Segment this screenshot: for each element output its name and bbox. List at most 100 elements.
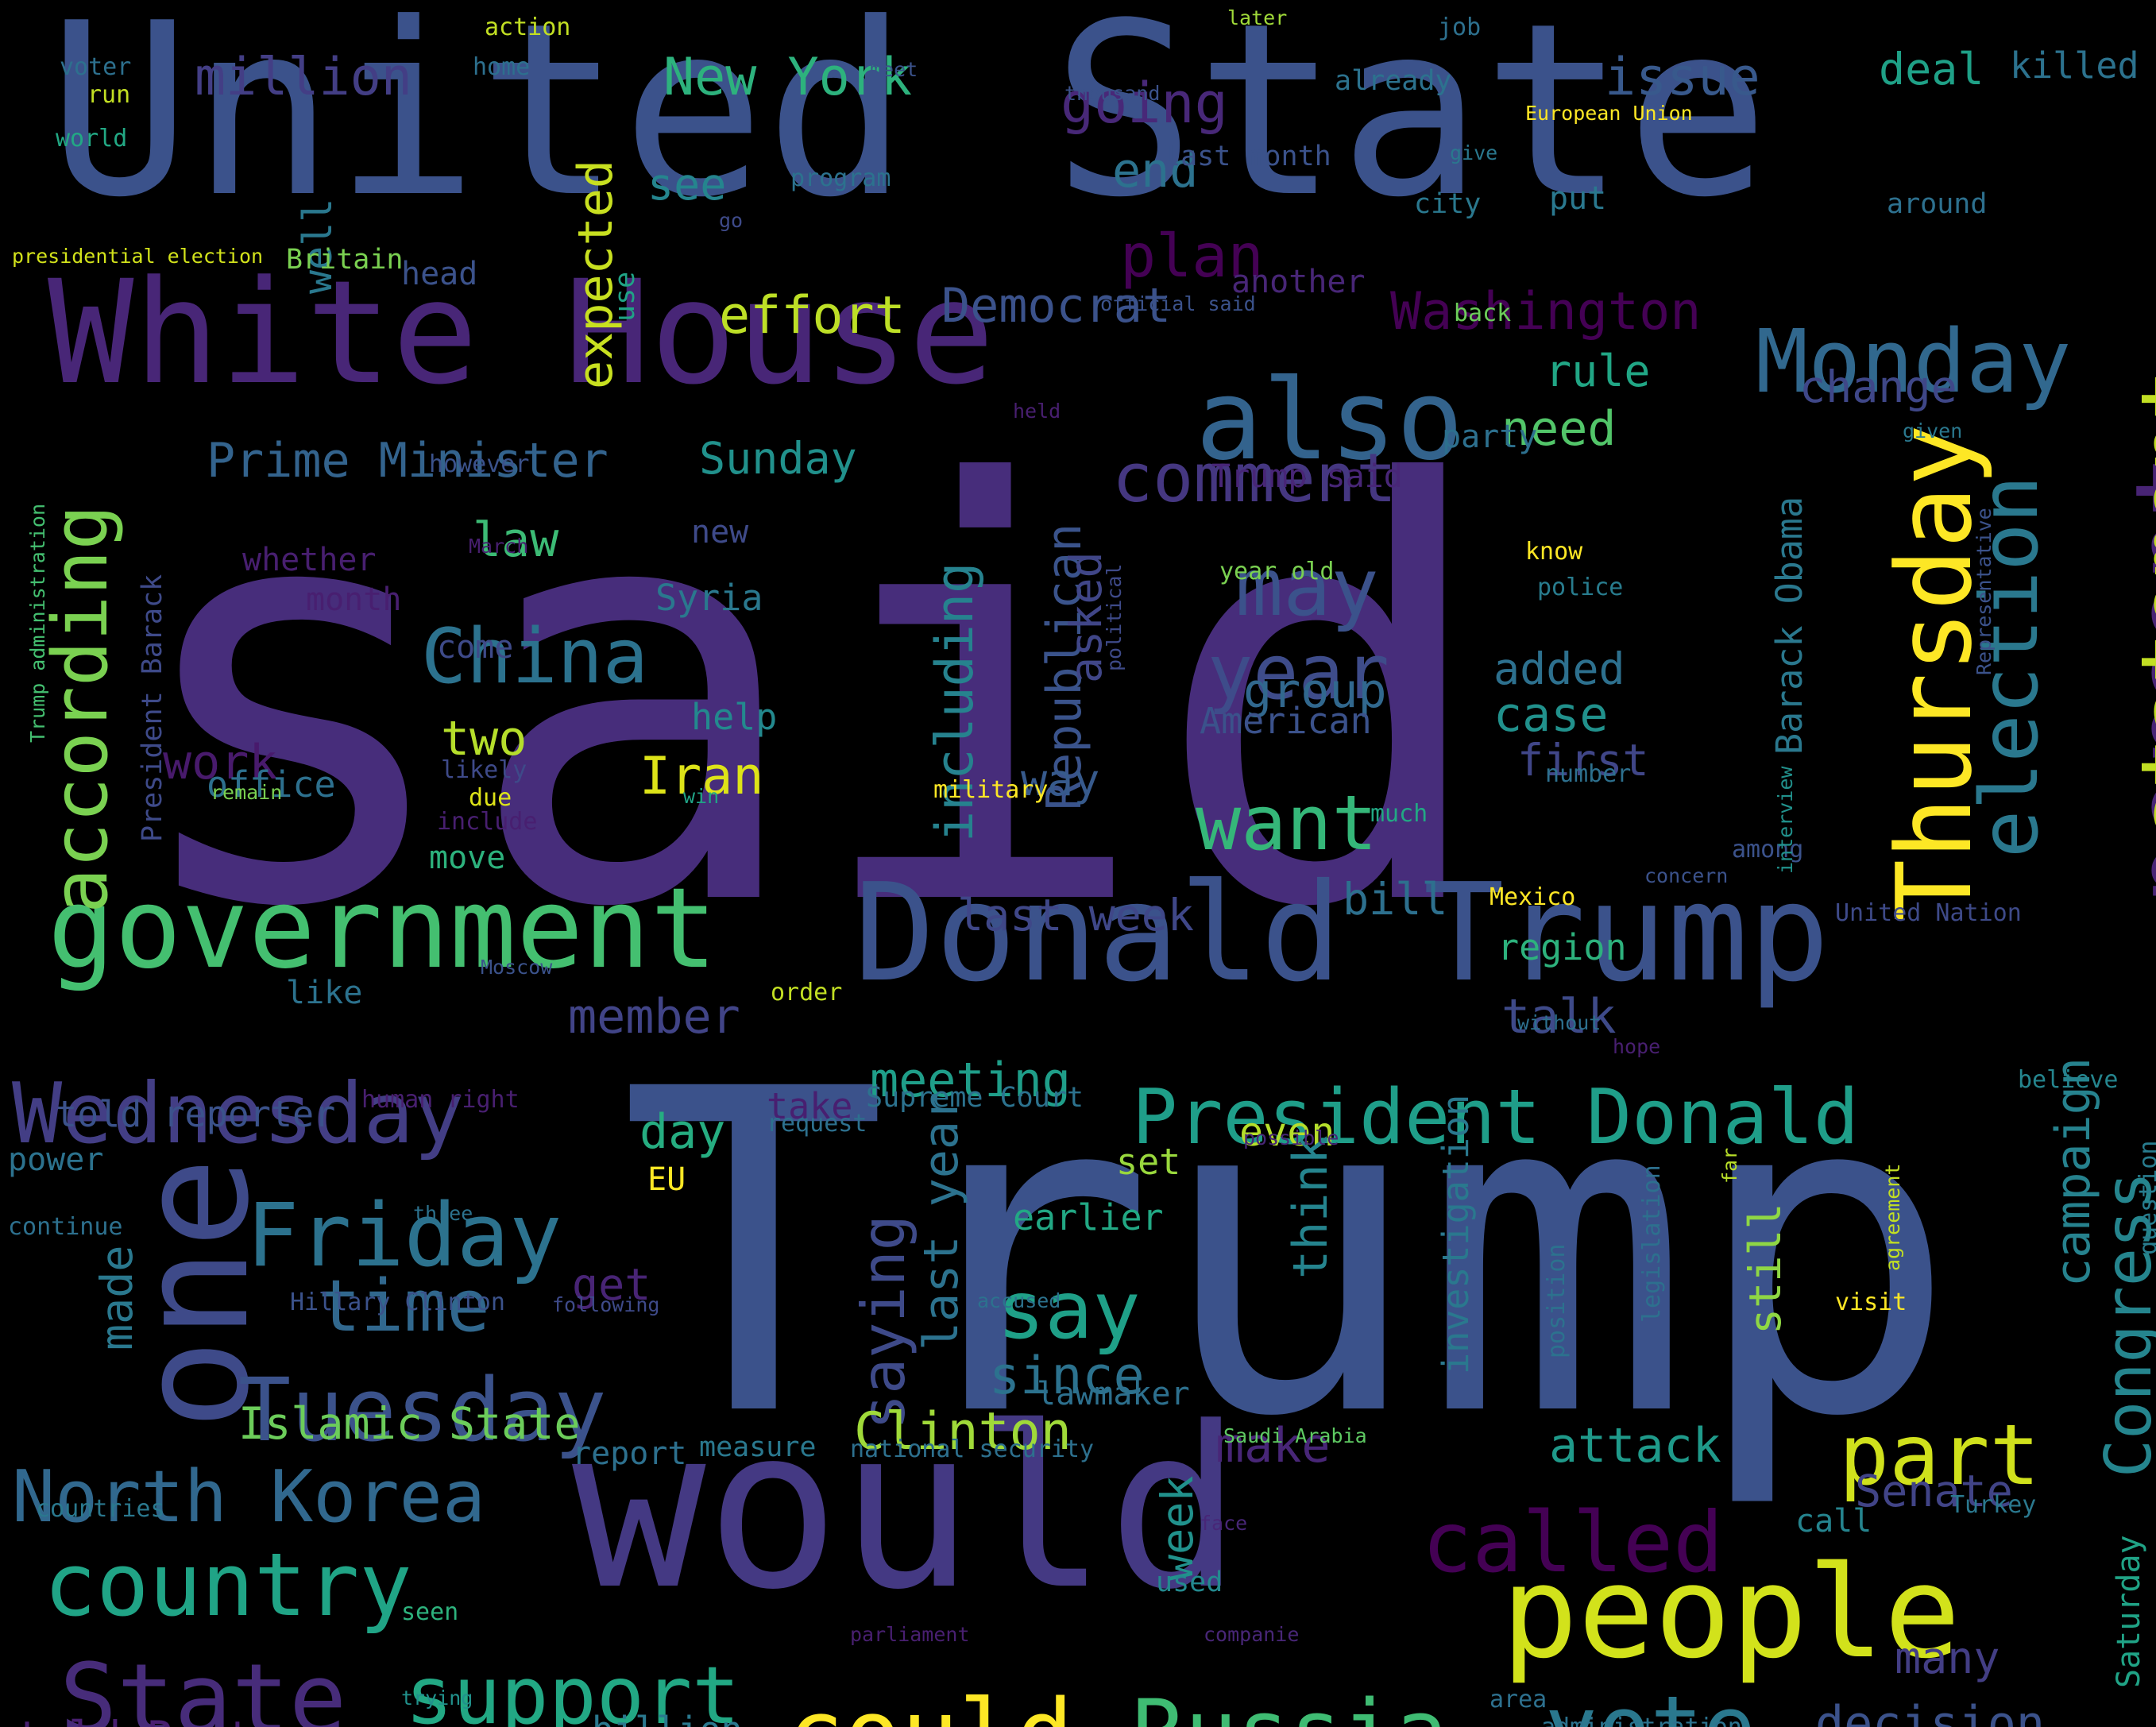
word-companie: companie [1204, 1623, 1300, 1646]
word-mexico: Mexico [1489, 883, 1576, 911]
word-region: region [1497, 926, 1627, 968]
word-support: support [405, 1649, 740, 1727]
word-iran: Iran [639, 747, 764, 806]
word-work: work [163, 735, 278, 790]
word-hope: hope [1613, 1035, 1661, 1058]
word-countries: countries [36, 1495, 165, 1523]
word-get: get [572, 1259, 651, 1310]
word-last-year: last year [914, 1091, 969, 1350]
word-position: position [1543, 1243, 1571, 1359]
word-action: action [485, 14, 571, 41]
word-new: new [691, 514, 749, 551]
word-use: use [609, 271, 641, 322]
word-need: need [1501, 401, 1617, 457]
word-eu: EU [647, 1161, 686, 1198]
word-job: job [1438, 14, 1482, 41]
word-issue: issue [1605, 48, 1760, 107]
word-back: back [1454, 299, 1512, 327]
word-rule: rule [1545, 346, 1651, 396]
word-effort: effort [719, 286, 906, 346]
word-much: much [1370, 800, 1428, 828]
word-comment: comment [1112, 439, 1397, 518]
word-report: report [572, 1435, 687, 1472]
word-earlier: earlier [1013, 1196, 1164, 1238]
word-part: part [1839, 1407, 2040, 1504]
word-among: among [1732, 836, 1804, 864]
word-senate: Senate [1855, 1466, 2013, 1516]
word-march: March [469, 535, 529, 558]
word-democrat: Democrat [941, 278, 1171, 334]
word-human-right: human right [361, 1086, 520, 1114]
word-friday: Friday [246, 1184, 562, 1286]
word-united-nation: United Nation [1835, 899, 2022, 927]
word-held: held [1013, 400, 1061, 423]
word-world: world [56, 125, 128, 153]
word-area: area [1489, 1686, 1547, 1713]
word-britain: Britain [286, 244, 404, 276]
word-end: end [1112, 143, 1199, 199]
word-police: police [1537, 574, 1624, 601]
word-whether: whether [242, 542, 377, 578]
word-million: million [195, 48, 412, 107]
word-statement: statement [2122, 368, 2156, 842]
word-president-donald: President Donald [1132, 1074, 1860, 1161]
word-even: even [1239, 1109, 1335, 1155]
word-may: may [1235, 541, 1379, 634]
word-remain: remain [211, 781, 283, 804]
word-last-month: last month [1164, 141, 1331, 172]
word-president-barack: President Barack [137, 574, 168, 842]
word-killed: killed [2010, 44, 2139, 87]
word-given: given [1903, 419, 1963, 442]
word-lawmaker: lawmaker [1037, 1376, 1190, 1412]
word-seen: seen [401, 1598, 459, 1626]
word-syria: Syria [655, 577, 763, 619]
word-turkey: Turkey [1950, 1491, 2037, 1519]
word-said: said [119, 366, 1497, 1032]
word-office: office [207, 763, 336, 806]
word-last-week: last week [957, 890, 1195, 941]
word-come: come [437, 629, 514, 666]
word-later: later [1227, 6, 1288, 29]
word-party: party [1442, 419, 1538, 455]
word-investigation: investigation [1435, 1094, 1477, 1374]
word-like: like [286, 975, 363, 1011]
word-attack: attack [1549, 1418, 1721, 1474]
word-order: order [771, 979, 843, 1006]
word-likely: likely [441, 756, 527, 784]
word-presidential-election: presidential election [12, 245, 264, 268]
word-going: going [1061, 71, 1228, 136]
word-monday: Monday [1756, 311, 2072, 412]
word-told-reuters: told Reuters [16, 1716, 331, 1727]
word-white-house: White House [48, 250, 995, 416]
word-two: two [441, 711, 527, 767]
word-representative: Representative [1972, 508, 1996, 675]
word-call: call [1795, 1503, 1872, 1540]
word-face: face [1200, 1512, 1248, 1535]
word-program: program [790, 164, 891, 192]
word-continue: continue [8, 1213, 123, 1241]
word-another: another [1231, 264, 1366, 300]
word-know: know [1525, 538, 1583, 566]
word-agreement: agreement [1881, 1163, 1904, 1271]
word-see: see [647, 159, 727, 210]
word-would: would [572, 1380, 1242, 1639]
word-legislation: legislation [1638, 1165, 1666, 1323]
word-government: government [48, 864, 717, 994]
word-donald-trump: Donald Trump [854, 855, 1830, 1012]
word-around: around [1887, 188, 1988, 220]
word-without: without [1517, 1011, 1602, 1034]
word-moscow: Moscow [481, 956, 553, 979]
word-first: first [1517, 735, 1649, 786]
word-year-old: year old [1219, 558, 1335, 585]
word-state: State [60, 1644, 347, 1727]
word-home: home [473, 53, 531, 81]
word-official-said: official said [1100, 292, 1256, 315]
word-trying: trying [401, 1686, 473, 1710]
word-say: say [997, 1264, 1141, 1357]
word-russia: Russia [1132, 1688, 1447, 1727]
word-political: political [1103, 563, 1126, 671]
word-run: run [87, 81, 131, 109]
word-trump: Trump [620, 996, 1959, 1514]
word-request: request [767, 1110, 867, 1138]
word-still: still [1740, 1203, 1791, 1335]
